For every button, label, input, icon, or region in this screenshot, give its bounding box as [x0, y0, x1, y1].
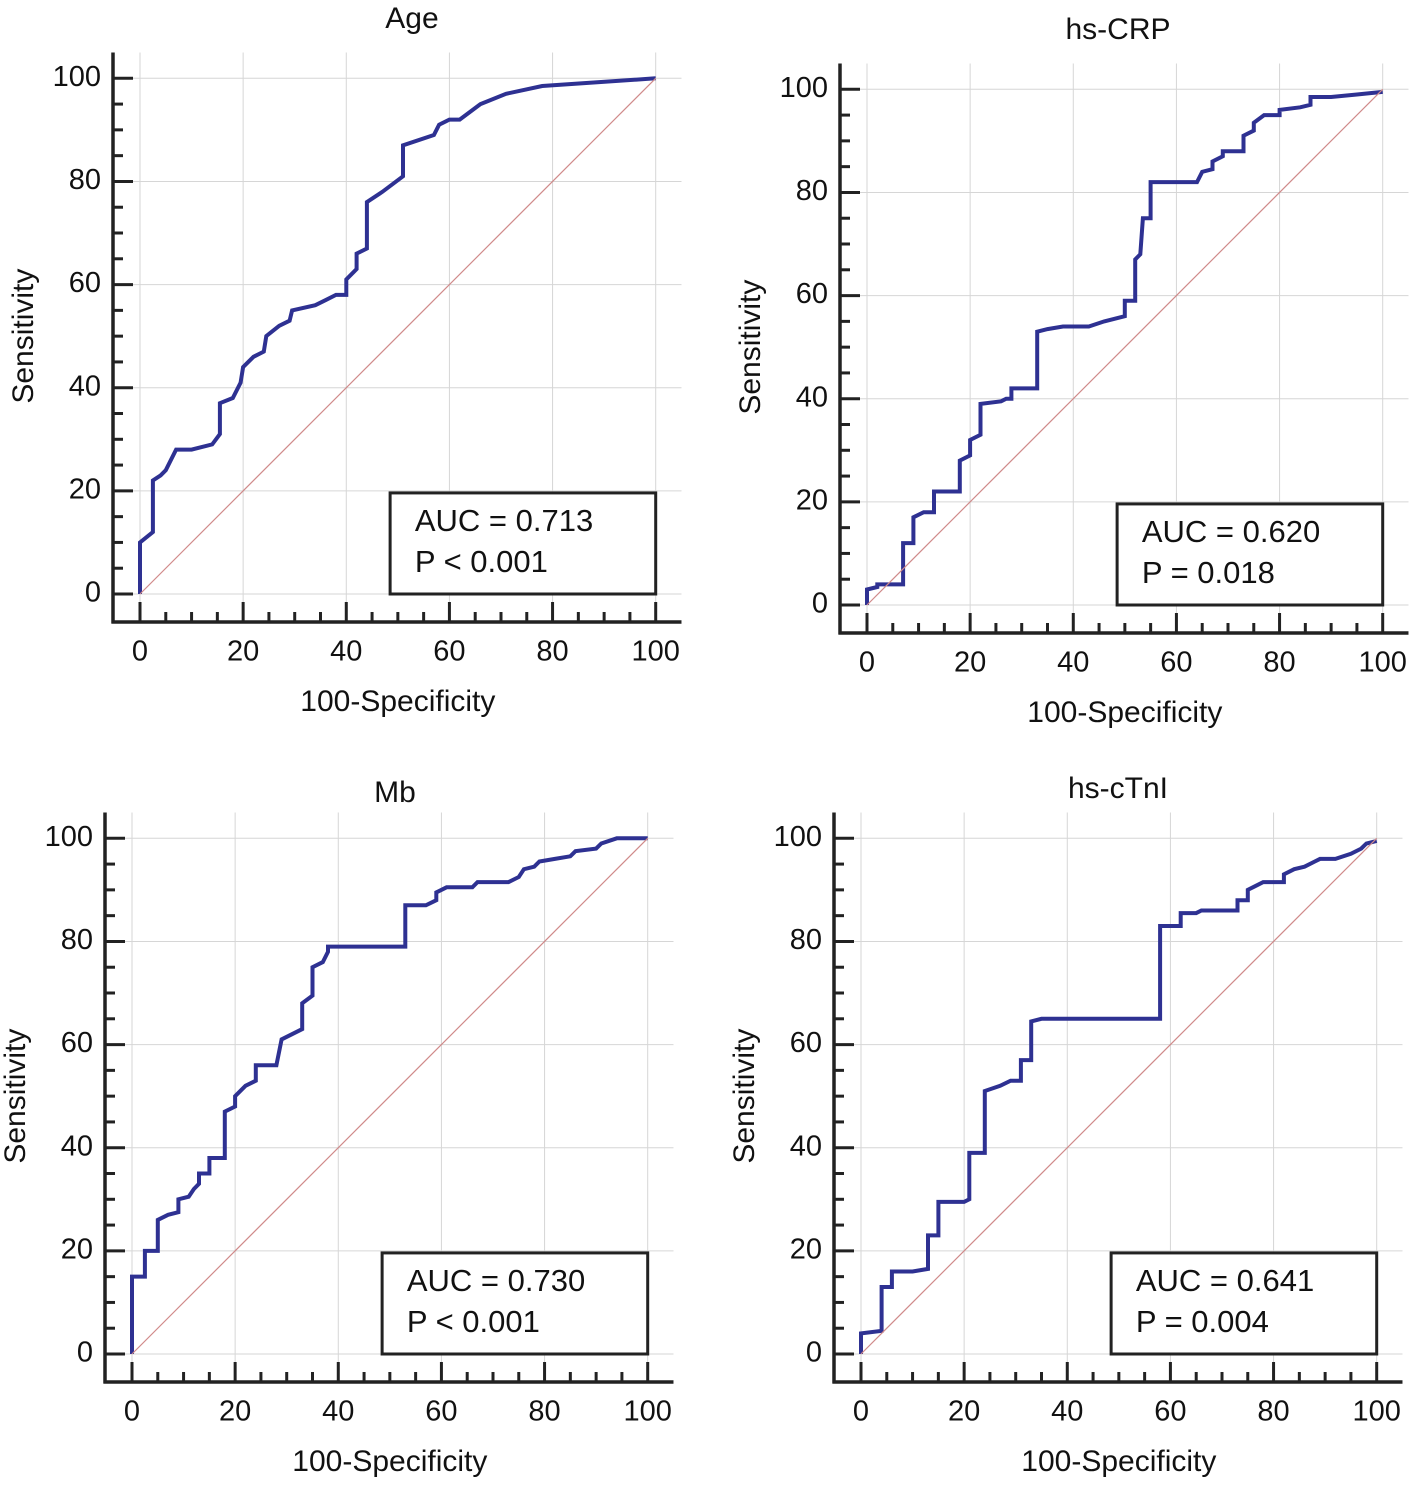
auc-annotation-box [1115, 502, 1385, 607]
y-tick-label: 40 [790, 1130, 822, 1162]
x-tick-label: 100 [1353, 1396, 1401, 1428]
y-axis-title: Sensitivity [0, 1029, 32, 1164]
y-tick-label: 40 [796, 381, 828, 413]
y-tick-label: 40 [61, 1130, 93, 1162]
x-tick-label: 80 [1263, 647, 1295, 679]
p-value: P = 0.004 [1136, 1304, 1269, 1339]
panel-title: hs-CRP [1065, 13, 1170, 46]
auc-value: AUC = 0.641 [1136, 1263, 1314, 1298]
y-tick-label: 60 [61, 1027, 93, 1059]
auc-annotation-box [380, 1251, 650, 1356]
y-tick-label: 80 [790, 924, 822, 956]
auc-value: AUC = 0.620 [1142, 514, 1320, 549]
x-tick-label: 60 [425, 1396, 457, 1428]
x-axis-title: 100-Specificity [1027, 696, 1222, 729]
x-tick-label: 0 [853, 1396, 869, 1428]
x-axis-title: 100-Specificity [1021, 1445, 1216, 1478]
y-tick-label: 40 [69, 370, 101, 402]
roc-curve [138, 76, 656, 594]
x-tick-label: 100 [624, 1396, 672, 1428]
y-tick-label: 100 [45, 821, 93, 853]
x-tick-label: 20 [948, 1396, 980, 1428]
y-tick-label: 0 [812, 588, 828, 620]
panel-title: Age [385, 2, 438, 35]
x-tick-label: 20 [954, 647, 986, 679]
reference-diagonal [131, 837, 649, 1355]
roc-panel-1: hs-CRP 0 20 40 60 80 100 0 20 40 60 80 100 100-Specif… [734, 13, 1409, 729]
x-tick-label: 80 [536, 636, 568, 668]
panel-title: hs-cTnI [1068, 772, 1168, 805]
auc-value: AUC = 0.730 [407, 1263, 585, 1298]
y-tick-label: 60 [790, 1027, 822, 1059]
y-tick-label: 20 [61, 1234, 93, 1266]
x-tick-label: 0 [132, 636, 148, 668]
p-value: P = 0.018 [1142, 555, 1275, 590]
x-tick-label: 60 [1154, 1396, 1186, 1428]
y-tick-label: 80 [69, 164, 101, 196]
roc-panel-0: Age 0 20 40 60 80 100 0 20 40 60 80 100 100-Specifici… [7, 2, 682, 718]
y-tick-label: 20 [69, 474, 101, 506]
x-tick-label: 40 [330, 636, 362, 668]
y-tick-label: 20 [796, 485, 828, 517]
x-tick-label: 100 [1359, 647, 1407, 679]
x-tick-label: 40 [322, 1396, 354, 1428]
p-value: P < 0.001 [415, 544, 548, 579]
roc-panel-3: hs-cTnI 0 20 40 60 80 100 0 20 40 60 80 100 100-Speci… [728, 772, 1403, 1478]
roc-curve [130, 836, 648, 1354]
p-value: P < 0.001 [407, 1304, 540, 1339]
y-tick-label: 80 [61, 924, 93, 956]
reference-diagonal [866, 88, 1384, 606]
roc-panel-2: Mb 0 20 40 60 80 100 0 20 40 60 80 100 100-Specificit… [0, 776, 674, 1478]
x-tick-label: 20 [219, 1396, 251, 1428]
roc-curve [865, 89, 1383, 605]
x-tick-label: 0 [124, 1396, 140, 1428]
y-tick-label: 20 [790, 1234, 822, 1266]
y-tick-label: 0 [77, 1337, 93, 1369]
y-axis-title: Sensitivity [734, 280, 767, 415]
roc-curve [859, 838, 1378, 1354]
reference-diagonal [860, 837, 1378, 1355]
panel-title: Mb [374, 776, 416, 809]
reference-diagonal [139, 77, 657, 595]
y-tick-label: 100 [780, 72, 828, 104]
y-tick-label: 0 [85, 577, 101, 609]
x-tick-label: 20 [227, 636, 259, 668]
x-tick-label: 100 [632, 636, 680, 668]
auc-value: AUC = 0.713 [415, 503, 593, 538]
x-tick-label: 40 [1051, 1396, 1083, 1428]
x-tick-label: 80 [1257, 1396, 1289, 1428]
y-tick-label: 60 [796, 278, 828, 310]
x-axis-title: 100-Specificity [292, 1445, 487, 1478]
x-axis-title: 100-Specificity [300, 685, 495, 718]
auc-annotation-box [388, 491, 658, 596]
y-tick-label: 80 [796, 175, 828, 207]
y-axis-title: Sensitivity [7, 269, 40, 404]
x-tick-label: 80 [528, 1396, 560, 1428]
y-tick-label: 100 [53, 61, 101, 93]
x-tick-label: 60 [1160, 647, 1192, 679]
y-tick-label: 60 [69, 267, 101, 299]
auc-annotation-box [1109, 1251, 1379, 1356]
y-axis-title: Sensitivity [728, 1029, 761, 1164]
y-tick-label: 0 [806, 1337, 822, 1369]
x-tick-label: 0 [859, 647, 875, 679]
y-tick-label: 100 [774, 821, 822, 853]
x-tick-label: 60 [433, 636, 465, 668]
x-tick-label: 40 [1057, 647, 1089, 679]
